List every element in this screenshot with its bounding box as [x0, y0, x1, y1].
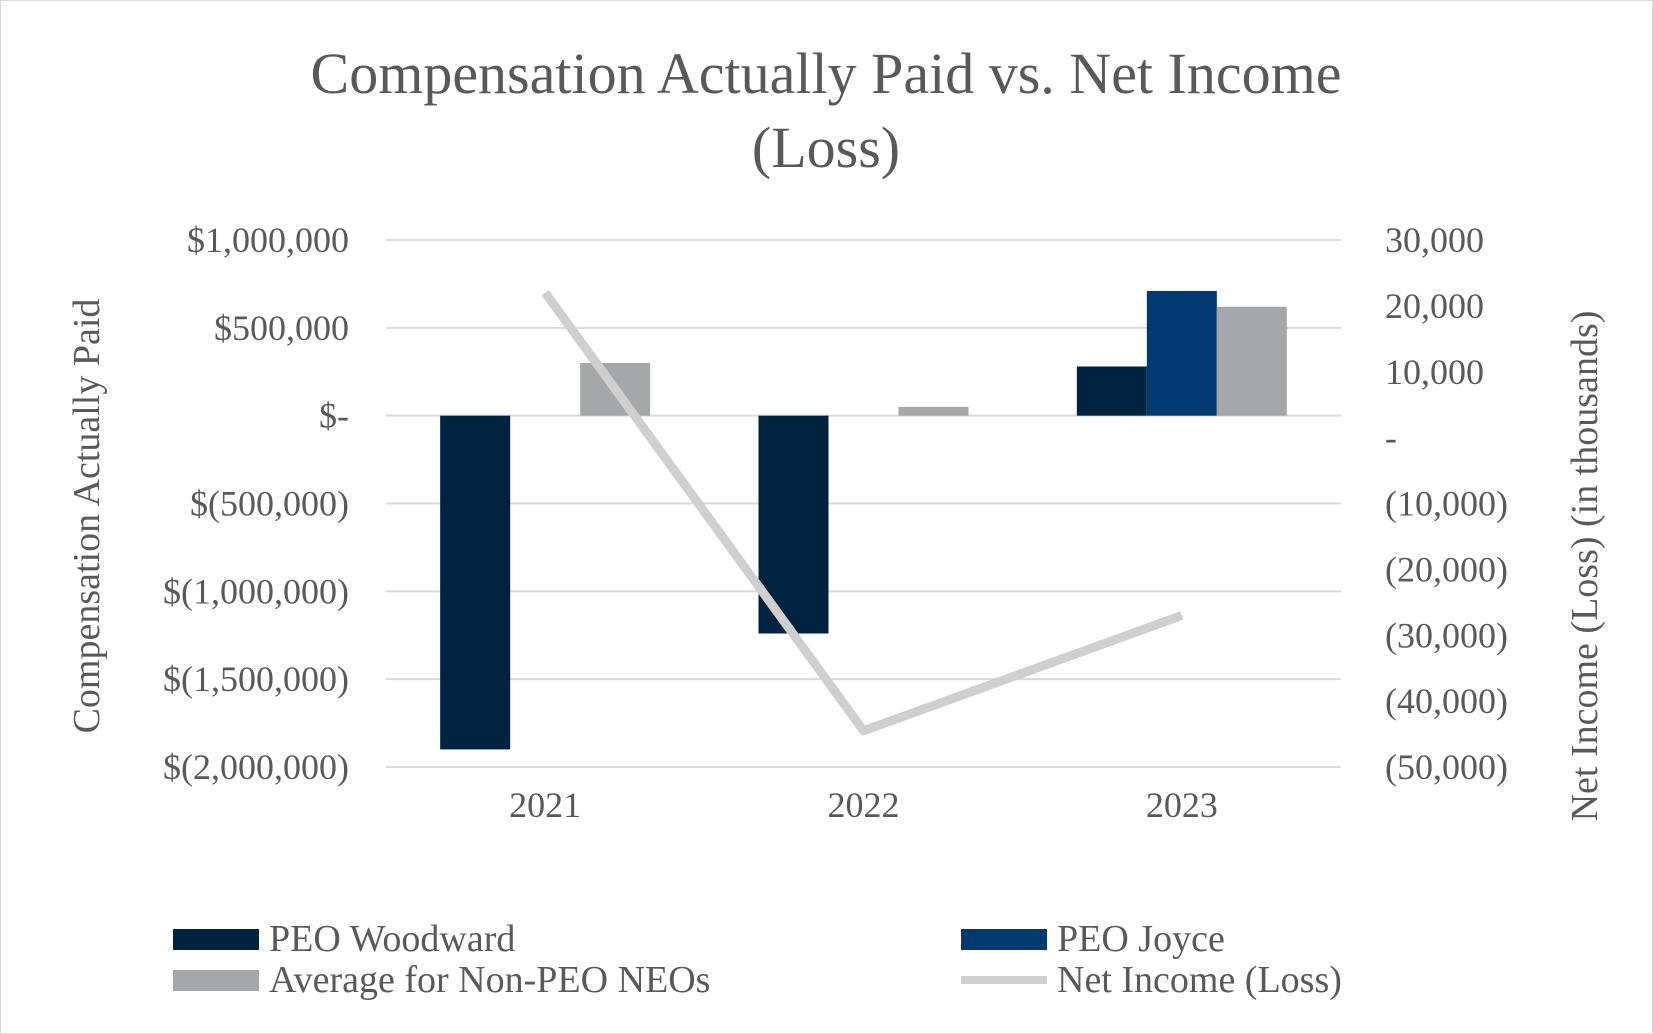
right-tick-label: (10,000) [1385, 484, 1508, 524]
legend-label-peo-joyce: PEO Joyce [1057, 918, 1225, 960]
bar-peo-woodward [440, 415, 511, 750]
right-tick-label: 30,000 [1385, 220, 1484, 260]
legend: PEO Woodward PEO Joyce Average for Non-PEO… [173, 918, 1342, 1001]
bars [440, 290, 1287, 750]
chart-title-line-1: Compensation Actually Paid vs. Net Incom… [311, 41, 1342, 106]
left-tick-label: $(2,000,000) [163, 747, 349, 787]
right-tick-label: - [1385, 418, 1397, 458]
gridlines [386, 239, 1341, 768]
right-tick-label: 20,000 [1385, 286, 1484, 326]
legend-swatch-average-for-non-peo-neos [173, 970, 259, 991]
chart-title-line-2: (Loss) [752, 115, 900, 180]
left-axis-ticks: $1,000,000 $500,000 $- $(500,000) $(1,000,00… [163, 220, 349, 787]
x-tick-label: 2023 [1146, 785, 1218, 825]
bar-average-for-non-peo-neos [898, 406, 969, 416]
legend-label-peo-woodward: PEO Woodward [269, 918, 515, 960]
bar-peo-woodward [1076, 366, 1147, 416]
legend-label-average-for-non-peo-neos: Average for Non-PEO NEOs [269, 959, 710, 1001]
left-tick-label: $(1,500,000) [163, 659, 349, 699]
left-axis-title: Compensation Actually Paid [66, 299, 108, 734]
right-axis-ticks: 30,000 20,000 10,000 - (10,000) (20,000) (30,0… [1385, 220, 1508, 787]
right-tick-label: (30,000) [1385, 615, 1508, 655]
bar-average-for-non-peo-neos [1216, 306, 1287, 416]
x-tick-label: 2022 [828, 785, 900, 825]
legend-label-net-income-loss-: Net Income (Loss) [1057, 959, 1342, 1001]
left-tick-label: $- [319, 396, 349, 436]
right-tick-label: (20,000) [1385, 549, 1508, 589]
net-income-line-layer [541, 290, 1184, 736]
right-axis-title: Net Income (Loss) (in thousands) [1564, 311, 1606, 822]
legend-swatch-peo-woodward [173, 929, 259, 950]
net-income-line [541, 290, 1184, 736]
right-tick-label: (40,000) [1385, 681, 1508, 721]
left-tick-label: $1,000,000 [187, 220, 349, 260]
x-axis-ticks: 2021 2022 2023 [509, 785, 1218, 825]
legend-swatch-peo-joyce [961, 929, 1047, 950]
right-tick-label: 10,000 [1385, 352, 1484, 392]
x-tick-label: 2021 [509, 785, 581, 825]
right-tick-label: (50,000) [1385, 747, 1508, 787]
left-tick-label: $(1,000,000) [163, 571, 349, 611]
left-tick-label: $(500,000) [190, 484, 349, 524]
bar-peo-joyce [1146, 290, 1217, 416]
left-tick-label: $500,000 [214, 308, 349, 348]
